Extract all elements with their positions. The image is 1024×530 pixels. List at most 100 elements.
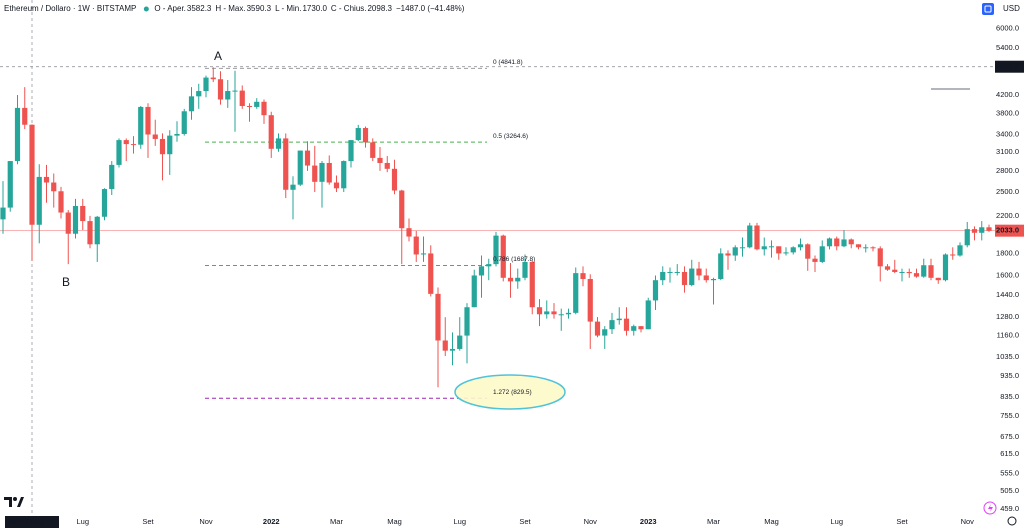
candles [0, 67, 992, 388]
x-tick-label: Set [519, 517, 531, 526]
candle-body [747, 225, 753, 248]
candle-body [971, 229, 978, 233]
y-tick-label: 2800.0 [996, 166, 1019, 175]
candle-body [812, 258, 818, 262]
candle-body [805, 244, 811, 259]
candle-body [464, 307, 470, 336]
candle-body [819, 246, 825, 262]
x-tick-label: Mar [707, 517, 720, 526]
candle-body [507, 277, 514, 282]
candle-body [703, 275, 709, 281]
candle-body [478, 266, 485, 276]
candle-body [623, 318, 630, 331]
candle-body [826, 238, 833, 247]
candle-body [964, 229, 970, 246]
candle-body [348, 140, 354, 162]
candle-body [239, 90, 245, 107]
candle-body [732, 247, 738, 256]
candle-body [80, 205, 86, 222]
legend-value: 3590.3 [247, 4, 272, 13]
y-tick-label: 3400.0 [996, 129, 1019, 138]
legend-value: 2098.3 [367, 4, 392, 13]
candle-body [609, 320, 615, 330]
annotation: A [214, 49, 222, 63]
candle-body [210, 77, 216, 80]
alert-icon [988, 504, 993, 512]
candle-body [689, 268, 695, 286]
y-tick-label: 1280.0 [996, 312, 1019, 321]
x-tick-label: lun 17 Mag '21 [9, 519, 55, 526]
x-tick-label: Mar [330, 517, 343, 526]
y-tick-label: 615.0 [1000, 449, 1019, 458]
candle-body [36, 176, 42, 225]
candle-body [645, 300, 651, 330]
axes: 459.0 505.0 555.0 615.0 675.0 755.0 835.0 935.0… [5, 23, 1024, 528]
candle-body [739, 247, 746, 249]
candle-body [602, 329, 608, 336]
candle-body [65, 212, 71, 234]
candle-body [681, 271, 688, 286]
candle-body [783, 252, 789, 254]
candle-body [312, 165, 318, 182]
candle-body [362, 128, 369, 143]
fib-level-label: 0.786 (1687.8) [493, 256, 535, 263]
y-tick-label: 835.0 [1000, 392, 1019, 401]
candle-body [370, 142, 376, 158]
candle-body [457, 335, 463, 349]
candle-body [145, 106, 151, 135]
y-tick-label: 505.0 [1000, 486, 1019, 495]
candle-body [130, 144, 137, 146]
candle-body [892, 269, 898, 272]
candle-body [232, 90, 238, 92]
candle-body [7, 161, 13, 208]
y-tick-label: 755.0 [1000, 411, 1019, 420]
candle-body [573, 273, 579, 313]
candle-body [986, 227, 992, 231]
y-tick-label: 3100.0 [996, 147, 1019, 156]
market-status [143, 6, 149, 12]
candle-body [913, 273, 920, 277]
candle-body [406, 228, 412, 237]
candle-body [674, 271, 680, 273]
candle-body [957, 245, 963, 256]
x-tick-label: 2022 [263, 517, 280, 526]
y-tick-label: 1440.0 [996, 290, 1019, 299]
candle-body [587, 278, 593, 322]
candle-body [43, 176, 50, 183]
candle-body [22, 107, 28, 125]
candle-body [768, 246, 775, 248]
candle-body [246, 106, 253, 108]
candle-body [884, 266, 891, 270]
candle-body [116, 140, 122, 165]
candle-body [196, 91, 202, 97]
candle-body [0, 207, 6, 220]
y-tick-label: 3800.0 [996, 109, 1019, 118]
legend-label: H - Max. [215, 4, 245, 13]
candle-body [225, 91, 231, 100]
settings-button[interactable] [1007, 516, 1017, 526]
candle-body [790, 247, 796, 253]
annotation: B [62, 275, 70, 289]
candle-body [667, 271, 673, 273]
y-tick-label: 555.0 [1000, 468, 1019, 477]
highlight-ellipse [454, 374, 566, 410]
candle-body [174, 133, 180, 136]
candle-body [51, 182, 57, 192]
candle-body [203, 77, 209, 92]
candle-body [529, 261, 535, 308]
candle-body [834, 238, 840, 247]
y-tick-label: 935.0 [1000, 371, 1019, 380]
candle-body [797, 244, 804, 248]
alert-button[interactable] [983, 501, 997, 515]
candle-body [290, 184, 296, 190]
toolbar-button[interactable] [982, 3, 994, 15]
currency[interactable]: USD [1003, 4, 1020, 13]
toolbar-icon [984, 5, 992, 13]
y-tick-label: 675.0 [1000, 432, 1019, 441]
symbol-title: Ethereum / Dollaro · 1W · BITSTAMP [4, 4, 136, 13]
candle-body [435, 293, 441, 341]
last-price-box [995, 224, 1024, 237]
candle-body [399, 190, 405, 229]
